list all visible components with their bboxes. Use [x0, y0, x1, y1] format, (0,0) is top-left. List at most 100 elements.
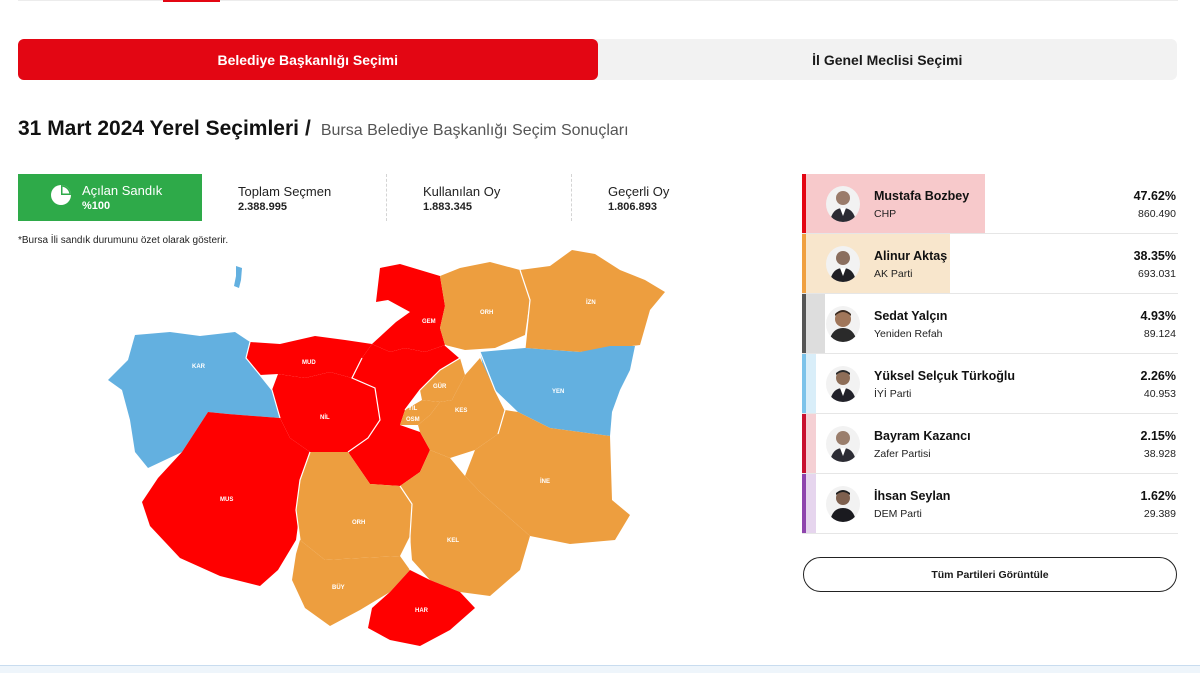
district-orh-south[interactable]: [296, 452, 412, 560]
pie-chart-icon: [50, 184, 72, 211]
candidate-row[interactable]: Bayram Kazancı Zafer Partisi 2.15% 38.92…: [802, 414, 1178, 474]
district-label-kel: KEL: [447, 538, 459, 544]
district-label-yen: YEN: [552, 389, 564, 395]
active-nav-indicator: [163, 0, 220, 2]
candidate-row[interactable]: Sedat Yalçın Yeniden Refah 4.93% 89.124: [802, 294, 1178, 354]
district-label-orh-south: ORH: [352, 520, 365, 526]
district-yen[interactable]: [480, 346, 635, 436]
stat-valid-value: 1.806.893: [608, 201, 657, 213]
candidate-row[interactable]: Yüksel Selçuk Türkoğlu İYİ Parti 2.26% 4…: [802, 354, 1178, 414]
district-label-gem: GEM: [422, 319, 436, 325]
candidate-votes: 89.124: [1143, 328, 1176, 340]
district-nil[interactable]: [272, 372, 380, 452]
view-all-parties-button[interactable]: Tüm Partileri Görüntüle: [803, 557, 1177, 592]
candidate-results-list: Mustafa Bozbey CHP 47.62% 860.490 Alinur…: [802, 174, 1178, 534]
district-har[interactable]: [368, 570, 475, 646]
district-label-mud: MUD: [302, 360, 316, 366]
stat-used-label: Kullanılan Oy: [423, 184, 501, 199]
candidate-votes: 40.953: [1143, 388, 1176, 400]
candidate-name: Sedat Yalçın: [874, 309, 948, 323]
district-label-kar: KAR: [192, 364, 206, 370]
district-buy[interactable]: [292, 540, 410, 626]
candidate-row[interactable]: İhsan Seylan DEM Parti 1.62% 29.389: [802, 474, 1178, 534]
candidate-percent: 38.35%: [1133, 249, 1176, 263]
stat-total-value: 2.388.995: [238, 201, 287, 213]
district-izn[interactable]: [520, 250, 665, 352]
tab-mayor-election[interactable]: Belediye Başkanlığı Seçimi: [18, 39, 598, 80]
candidate-name: Alinur Aktaş: [874, 249, 948, 263]
candidate-party: CHP: [874, 208, 897, 220]
candidate-name: Mustafa Bozbey: [874, 189, 970, 203]
candidate-avatar: [826, 306, 860, 342]
district-gem[interactable]: [372, 264, 445, 352]
stat-valid-votes: Geçerli Oy 1.806.893: [571, 174, 756, 221]
candidate-party: Yeniden Refah: [874, 328, 943, 340]
candidate-votes: 860.490: [1138, 208, 1176, 220]
candidate-name: Yüksel Selçuk Türkoğlu: [874, 369, 1016, 383]
district-mus[interactable]: [142, 412, 310, 586]
district-orh-north[interactable]: [440, 262, 530, 350]
candidate-percent: 2.15%: [1140, 429, 1176, 443]
tab-provincial-council-election[interactable]: İl Genel Meclisi Seçimi: [812, 51, 963, 68]
page-title-separator: /: [304, 117, 311, 140]
district-label-ine: İNE: [540, 478, 550, 485]
party-color-bar: [802, 234, 806, 293]
district-gur[interactable]: [420, 358, 465, 402]
stat-total-voters: Toplam Seçmen 2.388.995: [202, 174, 386, 221]
lake-shape: [234, 266, 242, 288]
party-color-bar: [802, 414, 806, 473]
district-yil[interactable]: [400, 400, 440, 425]
vote-share-bar: [806, 354, 816, 413]
page-title-sub: Bursa Belediye Başkanlığı Seçim Sonuçlar…: [320, 122, 629, 139]
candidate-avatar: [826, 246, 860, 282]
summary-stats: Açılan Sandık %100 Toplam Seçmen 2.388.9…: [18, 174, 756, 221]
district-label-buy: BÜY: [332, 584, 345, 591]
candidate-avatar: [826, 486, 860, 522]
candidate-avatar: [826, 366, 860, 402]
candidate-percent: 47.62%: [1133, 189, 1176, 203]
candidate-name: İhsan Seylan: [874, 489, 951, 503]
candidate-percent: 4.93%: [1140, 309, 1176, 323]
stat-opened-value: %100: [82, 200, 111, 212]
district-label-har: HAR: [415, 608, 429, 614]
candidate-party: DEM Parti: [874, 508, 922, 520]
map-footnote: *Bursa İli sandık durumunu özet olarak g…: [18, 235, 229, 246]
district-borders: [245, 269, 531, 570]
candidate-avatar: [826, 186, 860, 222]
party-color-bar: [802, 354, 806, 413]
stat-used-value: 1.883.345: [423, 201, 472, 213]
candidate-votes: 29.389: [1143, 508, 1176, 520]
candidate-row[interactable]: Mustafa Bozbey CHP 47.62% 860.490: [802, 174, 1178, 234]
district-label-kes: KES: [455, 408, 467, 414]
district-osm[interactable]: [348, 344, 460, 486]
bottom-edge-strip: [0, 665, 1200, 673]
district-kar[interactable]: [108, 332, 280, 468]
candidate-name: Bayram Kazancı: [874, 429, 971, 443]
stat-valid-label: Geçerli Oy: [608, 184, 670, 199]
vote-share-bar: [806, 474, 816, 533]
district-label-gur: GÜR: [433, 383, 447, 390]
candidate-percent: 2.26%: [1140, 369, 1176, 383]
candidate-votes: 693.031: [1138, 268, 1176, 280]
candidate-party: İYİ Parti: [874, 388, 912, 400]
vote-share-bar: [806, 294, 825, 353]
district-kel[interactable]: [400, 450, 530, 596]
district-ine[interactable]: [465, 410, 630, 544]
vote-share-bar: [806, 414, 816, 473]
stat-used-votes: Kullanılan Oy 1.883.345: [386, 174, 571, 221]
district-label-nil: NİL: [320, 414, 330, 421]
district-label-yil: YIL: [408, 406, 418, 412]
candidate-row[interactable]: Alinur Aktaş AK Parti 38.35% 693.031: [802, 234, 1178, 294]
party-color-bar: [802, 174, 806, 233]
stat-total-label: Toplam Seçmen: [238, 184, 332, 199]
stat-opened-label: Açılan Sandık: [82, 183, 163, 198]
election-type-tabs: Belediye Başkanlığı Seçimi İl Genel Mecl…: [18, 39, 1177, 80]
district-mud[interactable]: [246, 336, 372, 378]
party-color-bar: [802, 474, 806, 533]
top-divider: [18, 0, 1178, 1]
party-color-bar: [802, 294, 806, 353]
candidate-votes: 38.928: [1143, 448, 1176, 460]
district-kes[interactable]: [418, 358, 505, 458]
stat-opened-ballot-boxes: Açılan Sandık %100: [18, 174, 202, 221]
candidate-percent: 1.62%: [1140, 489, 1176, 503]
